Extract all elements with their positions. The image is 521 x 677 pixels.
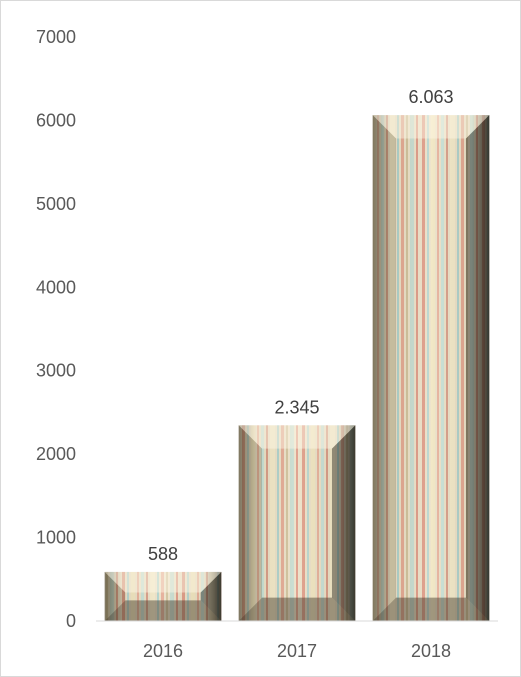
y-tick-label: 2000 [36, 444, 76, 464]
x-tick-label-2017: 2017 [277, 641, 317, 661]
y-axis-labels: 0 1000 2000 3000 4000 5000 6000 7000 [36, 27, 76, 631]
bar-bevel-top [372, 115, 490, 139]
bar-bevel-right [465, 115, 490, 621]
bar-bevel-left [238, 425, 263, 621]
bar-shading [372, 115, 490, 621]
y-tick-label: 0 [66, 611, 76, 631]
y-tick-label: 1000 [36, 528, 76, 548]
bars [104, 115, 490, 621]
x-axis-labels: 2016 2017 2018 [143, 641, 451, 661]
y-tick-label: 4000 [36, 277, 76, 297]
bar-bevel-bottom [372, 597, 490, 621]
bar-bevel-left [104, 571, 126, 621]
bar-bevel-right [331, 425, 356, 621]
y-tick-label: 7000 [36, 27, 76, 47]
bar-2016 [104, 571, 222, 621]
bar-bevel-right [200, 571, 222, 621]
y-tick-label: 6000 [36, 110, 76, 130]
bar-2018 [372, 115, 490, 621]
data-labels: 588 2.345 6.063 [148, 87, 454, 564]
bar-shading [104, 571, 222, 621]
bar-2017 [238, 425, 356, 621]
y-tick-label: 3000 [36, 361, 76, 381]
y-tick-label: 5000 [36, 194, 76, 214]
bar-bevel-top [104, 571, 222, 593]
bar-shading [238, 425, 356, 621]
x-tick-label-2016: 2016 [143, 641, 183, 661]
bar-bevel-bottom [104, 600, 222, 621]
data-label-2018: 6.063 [408, 87, 453, 107]
bar-bevel-left [372, 115, 397, 621]
bar-bevel-bottom [238, 597, 356, 621]
x-tick-label-2018: 2018 [411, 641, 451, 661]
bar-bevel-top [238, 425, 356, 449]
data-label-2017: 2.345 [274, 397, 319, 417]
data-label-2016: 588 [148, 544, 178, 564]
